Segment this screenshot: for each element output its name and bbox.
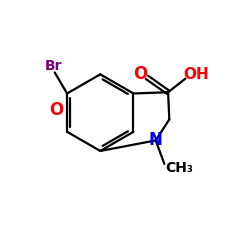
Text: CH₃: CH₃ [165,162,193,175]
Text: OH: OH [183,67,209,82]
Text: O: O [49,101,63,119]
Text: N: N [149,132,163,150]
Text: Br: Br [45,58,62,72]
Text: O: O [133,65,147,83]
